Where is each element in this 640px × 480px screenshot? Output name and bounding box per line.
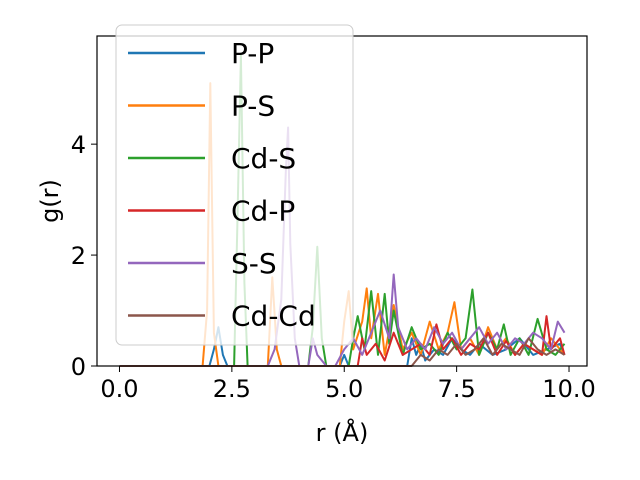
series-line-cd-cd <box>119 337 566 367</box>
x-axis-label: r (Å) <box>316 418 369 447</box>
x-tick-label: 5.0 <box>325 375 363 403</box>
y-tick-label: 4 <box>71 131 86 159</box>
legend-label: Cd-Cd <box>231 300 316 333</box>
x-tick-label: 0.0 <box>100 375 138 403</box>
series-line-cd-p <box>119 315 566 367</box>
y-tick-label: 0 <box>71 353 86 381</box>
legend: P-P P-S Cd-S Cd-P S-S Cd-Cd <box>115 24 354 346</box>
x-tick-label: 2.5 <box>213 375 251 403</box>
legend-label: P-S <box>231 90 275 123</box>
x-axis: 0.0 2.5 5.0 7.5 10.0 <box>100 366 596 403</box>
x-tick-label: 7.5 <box>438 375 476 403</box>
legend-label: Cd-P <box>231 195 295 228</box>
x-tick-label: 10.0 <box>542 375 595 403</box>
y-axis: 0 2 4 <box>71 131 97 381</box>
legend-label: Cd-S <box>231 142 296 175</box>
y-tick-label: 2 <box>71 242 86 270</box>
legend-label: P-P <box>231 37 274 70</box>
y-axis-label: g(r) <box>36 179 64 223</box>
legend-box <box>115 24 354 346</box>
series-line-p-p <box>119 326 566 367</box>
legend-label: S-S <box>231 247 277 280</box>
